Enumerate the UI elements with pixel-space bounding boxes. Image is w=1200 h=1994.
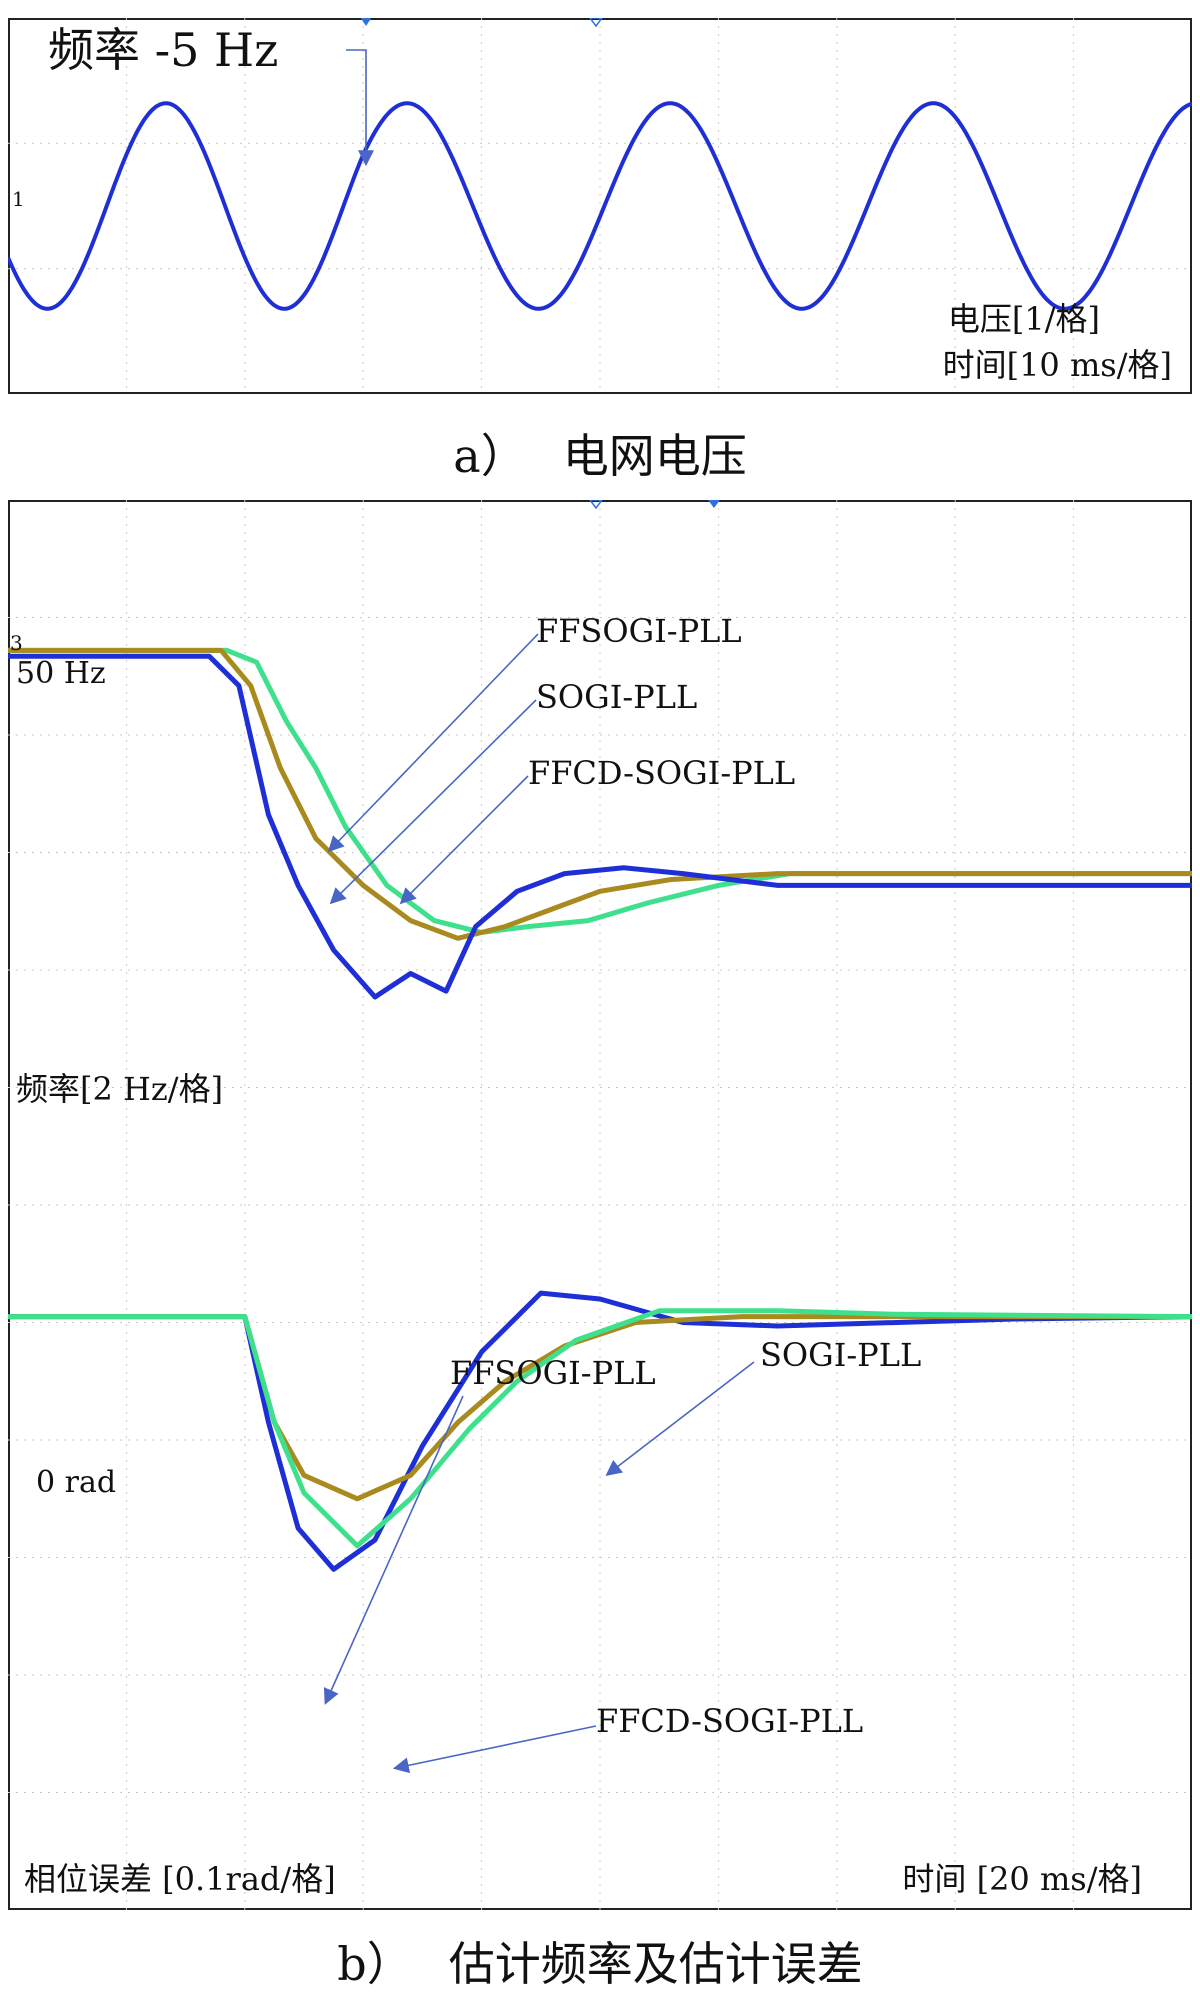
channel-3-marker: 3 [10,631,23,655]
arrow-ffsogi-pll-lower [323,1395,464,1705]
freq-trace-ffsogi-pll [8,653,1192,1000]
arrow-sogi-pll-upper [329,699,537,905]
trigger-marker-icon [708,500,720,508]
arrow-sogi-pll-lower [605,1361,755,1476]
grid-lines [8,18,1192,394]
panel-a: 1 频率 -5 Hz 电压[1/格] 时间[10 ms/格] [8,18,1192,394]
caption-b: b） 估计频率及估计误差 [0,1928,1200,1994]
label-ffsogi-pll-lower: FFSOGI-PLL [450,1354,656,1392]
voltage-scale-label: 电压[1/格] [948,300,1100,338]
label-ffsogi-pll-upper: FFSOGI-PLL [536,612,742,650]
phase-trace-sogi-pll [8,1290,1192,1572]
center-marker-icon [589,500,603,510]
trigger-marker-icon [360,18,372,26]
frequency-error-scope: 350 Hz 频率[2 Hz/格] FFSOGI-PLL SOGI-PLL FFCD-S… [8,500,1192,1910]
label-sogi-pll-upper: SOGI-PLL [536,678,697,716]
label-sogi-pll-lower: SOGI-PLL [760,1336,921,1374]
channel-1-marker: 1 [12,187,25,211]
frequency-step-annotation: 频率 -5 Hz [48,23,278,77]
caption-b-label: b） [337,1937,413,1991]
center-marker-icon [589,18,603,28]
caption-b-text: 估计频率及估计误差 [448,1937,863,1991]
caption-a-text: 电网电压 [562,429,747,483]
freq-trace-sogi-pll [8,647,1192,941]
phase-trace-ffcd-sogi-pll [8,1308,1192,1549]
caption-a-label: a） [453,429,527,483]
freq-scale-label: 频率[2 Hz/格] [16,1070,223,1108]
label-ffcd-sogi-pll-upper: FFCD-SOGI-PLL [528,754,795,792]
time-scale-label-a: 时间[10 ms/格] [943,346,1172,384]
label-ffcd-sogi-pll-lower: FFCD-SOGI-PLL [596,1702,863,1740]
phase-scale-label: 相位误差 [0.1rad/格] [24,1860,336,1898]
voltage-scope: 1 频率 -5 Hz 电压[1/格] 时间[10 ms/格] [8,18,1192,394]
arrow-ffcd-sogi-pll-upper [399,775,529,905]
voltage-waveform [8,101,1192,311]
phase-reference-label: 0 rad [36,1465,116,1500]
arrow-ffcd-sogi-pll-lower [392,1725,597,1774]
frequency-step-arrow [346,49,374,167]
time-scale-label-b: 时间 [20 ms/格] [902,1860,1142,1898]
freq-trace-ffcd-sogi-pll [8,647,1192,935]
freq-reference-label: 50 Hz [16,656,106,691]
caption-a: a） 电网电压 [0,420,1200,486]
arrow-ffsogi-pll-upper [327,633,539,853]
grid-lines [8,500,1192,1910]
panel-b: 3 50 Hz 频率[2 Hz/格] FFSOGI-PLL SOGI-PLL FFCD-S… [8,500,1192,1910]
